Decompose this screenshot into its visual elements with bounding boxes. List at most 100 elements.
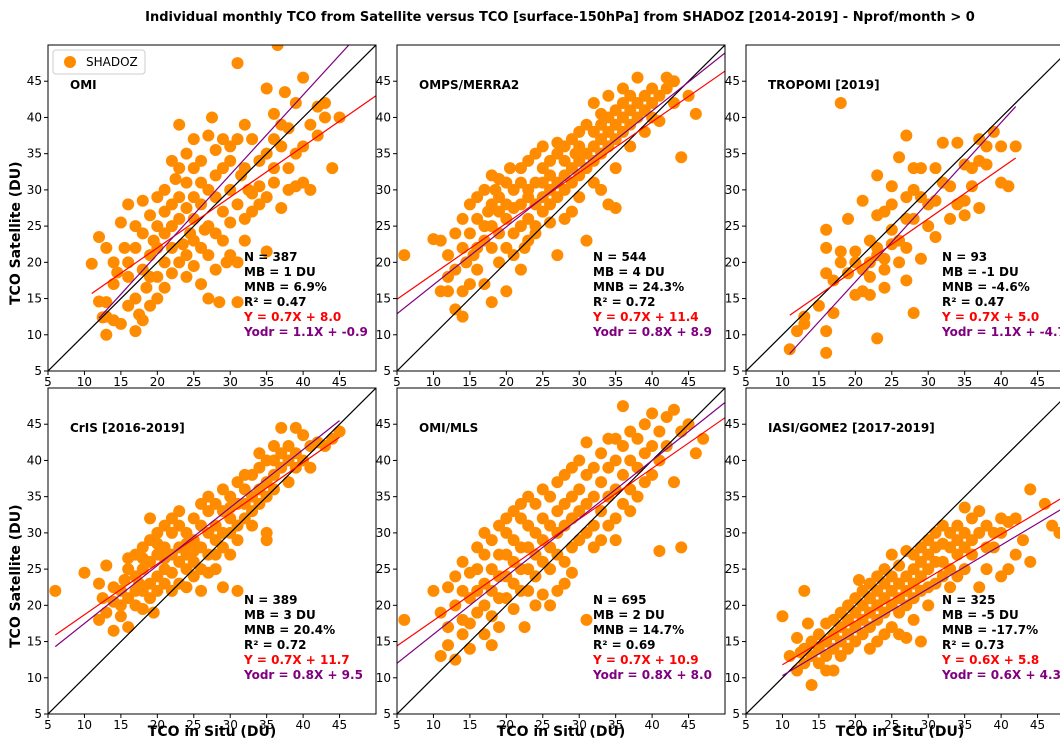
data-point: [827, 664, 840, 677]
odr-equation: Yodr = 0.8X + 8.0: [592, 668, 712, 682]
data-point: [1016, 534, 1029, 547]
data-point: [951, 548, 964, 561]
data-point: [587, 519, 600, 532]
data-point: [100, 328, 113, 341]
data-point: [165, 220, 178, 233]
data-point: [224, 154, 237, 167]
x-tick-label: 5: [393, 375, 401, 389]
data-point: [885, 584, 898, 597]
data-point: [616, 111, 629, 124]
data-point: [231, 584, 244, 597]
data-point: [158, 541, 171, 554]
data-point: [304, 461, 317, 474]
data-point: [187, 212, 200, 225]
data-point: [238, 162, 251, 175]
data-point: [653, 115, 666, 128]
x-tick-label: 45: [681, 375, 696, 389]
data-point: [253, 198, 266, 211]
data-point: [573, 483, 586, 496]
data-point: [187, 191, 200, 204]
data-point: [638, 418, 651, 431]
data-point: [551, 505, 564, 518]
data-point: [442, 639, 455, 652]
data-point: [529, 526, 542, 539]
data-point: [1009, 512, 1022, 525]
data-point: [260, 191, 273, 204]
data-point: [885, 621, 898, 634]
data-point: [140, 281, 153, 294]
data-point: [893, 577, 906, 590]
panel-frame: [745, 44, 1060, 372]
stats-line: N = 93: [942, 250, 987, 264]
plot-area: [48, 45, 376, 371]
data-point: [238, 212, 251, 225]
data-point: [558, 154, 571, 167]
data-point: [936, 519, 949, 532]
data-point: [195, 241, 208, 254]
data-point: [900, 274, 913, 287]
data-point: [624, 140, 637, 153]
stats-line: MNB = 20.4%: [244, 623, 335, 637]
data-point: [631, 461, 644, 474]
data-point: [173, 256, 186, 269]
data-point: [260, 245, 273, 258]
data-point: [297, 429, 310, 442]
data-point: [602, 519, 615, 532]
data-point: [522, 490, 535, 503]
data-point: [209, 519, 222, 532]
data-point: [944, 581, 957, 594]
x-tick-label: 5: [44, 375, 52, 389]
data-point: [973, 202, 986, 214]
data-point: [260, 82, 273, 95]
y-tick-label: 45: [27, 417, 42, 431]
data-point: [565, 461, 578, 474]
data-point: [514, 497, 527, 510]
data-point: [565, 566, 578, 579]
data-point: [151, 526, 164, 539]
data-point: [514, 162, 527, 175]
data-point: [885, 180, 898, 193]
data-point: [202, 526, 215, 539]
data-point: [987, 125, 1000, 138]
data-point: [646, 439, 659, 452]
data-point: [558, 468, 571, 481]
data-point: [500, 526, 513, 539]
odr-line: [789, 106, 1017, 355]
data-point: [478, 526, 491, 539]
stats-line: MNB = 14.7%: [593, 623, 684, 637]
data-point: [514, 263, 527, 276]
data-point: [463, 278, 476, 291]
data-point: [616, 125, 629, 138]
x-tick-label: 25: [535, 375, 550, 389]
data-point: [463, 617, 476, 630]
x-tick-label: 25: [535, 718, 550, 732]
data-point: [936, 136, 949, 149]
y-tick-label: 25: [725, 562, 740, 576]
data-point: [456, 310, 469, 323]
stats-line: MNB = 24.3%: [593, 280, 684, 294]
x-tick-label: 20: [150, 375, 165, 389]
data-point: [602, 461, 615, 474]
x-tick-label: 35: [608, 375, 623, 389]
data-point: [544, 563, 557, 576]
data-point: [144, 512, 157, 525]
y-tick-label: 30: [376, 526, 391, 540]
data-point: [595, 133, 608, 146]
data-point: [282, 439, 295, 452]
data-point: [93, 230, 106, 243]
plot-area: [746, 58, 1060, 371]
data-point: [602, 111, 615, 124]
data-point: [231, 534, 244, 547]
data-point: [536, 512, 549, 525]
data-point: [122, 621, 135, 634]
data-point: [820, 241, 833, 254]
data-point: [144, 555, 157, 568]
data-point: [246, 133, 259, 146]
data-point: [456, 584, 469, 597]
data-point: [827, 307, 840, 320]
panel: 55 10 10 15 15 20 20 25 25 30 30 35 35 40 40 45 45 CrIS […: [27, 387, 377, 732]
data-point: [500, 548, 513, 561]
data-point: [653, 545, 666, 557]
data-point: [529, 497, 542, 510]
data-point: [812, 628, 825, 641]
